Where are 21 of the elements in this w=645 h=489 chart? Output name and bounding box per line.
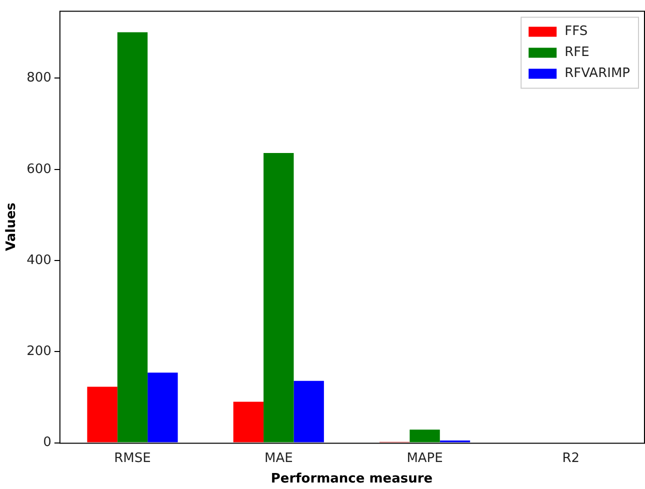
bar [233,402,264,442]
x-tick-label: MAE [264,450,293,466]
x-axis-title: Performance measure [270,472,433,487]
y-tick-label: 800 [26,70,52,86]
legend-label: RFVARIMP [564,66,630,82]
x-tick-label: MAPE [406,450,443,466]
legend-label: RFE [564,45,590,60]
bar [87,386,118,442]
y-tick-label: 600 [26,162,52,177]
x-tick-label: R2 [562,450,580,466]
y-tick-label: 400 [26,252,52,268]
bar [148,372,178,442]
bar [294,380,324,442]
y-tick-label: 0 [43,435,52,450]
bar [117,32,148,442]
bar [264,152,294,442]
x-tick-label: RMSE [114,450,151,466]
y-axis-title: Values [4,202,20,251]
bar [410,430,440,442]
y-tick-label: 200 [26,344,52,360]
legend-label: FFS [564,24,588,40]
